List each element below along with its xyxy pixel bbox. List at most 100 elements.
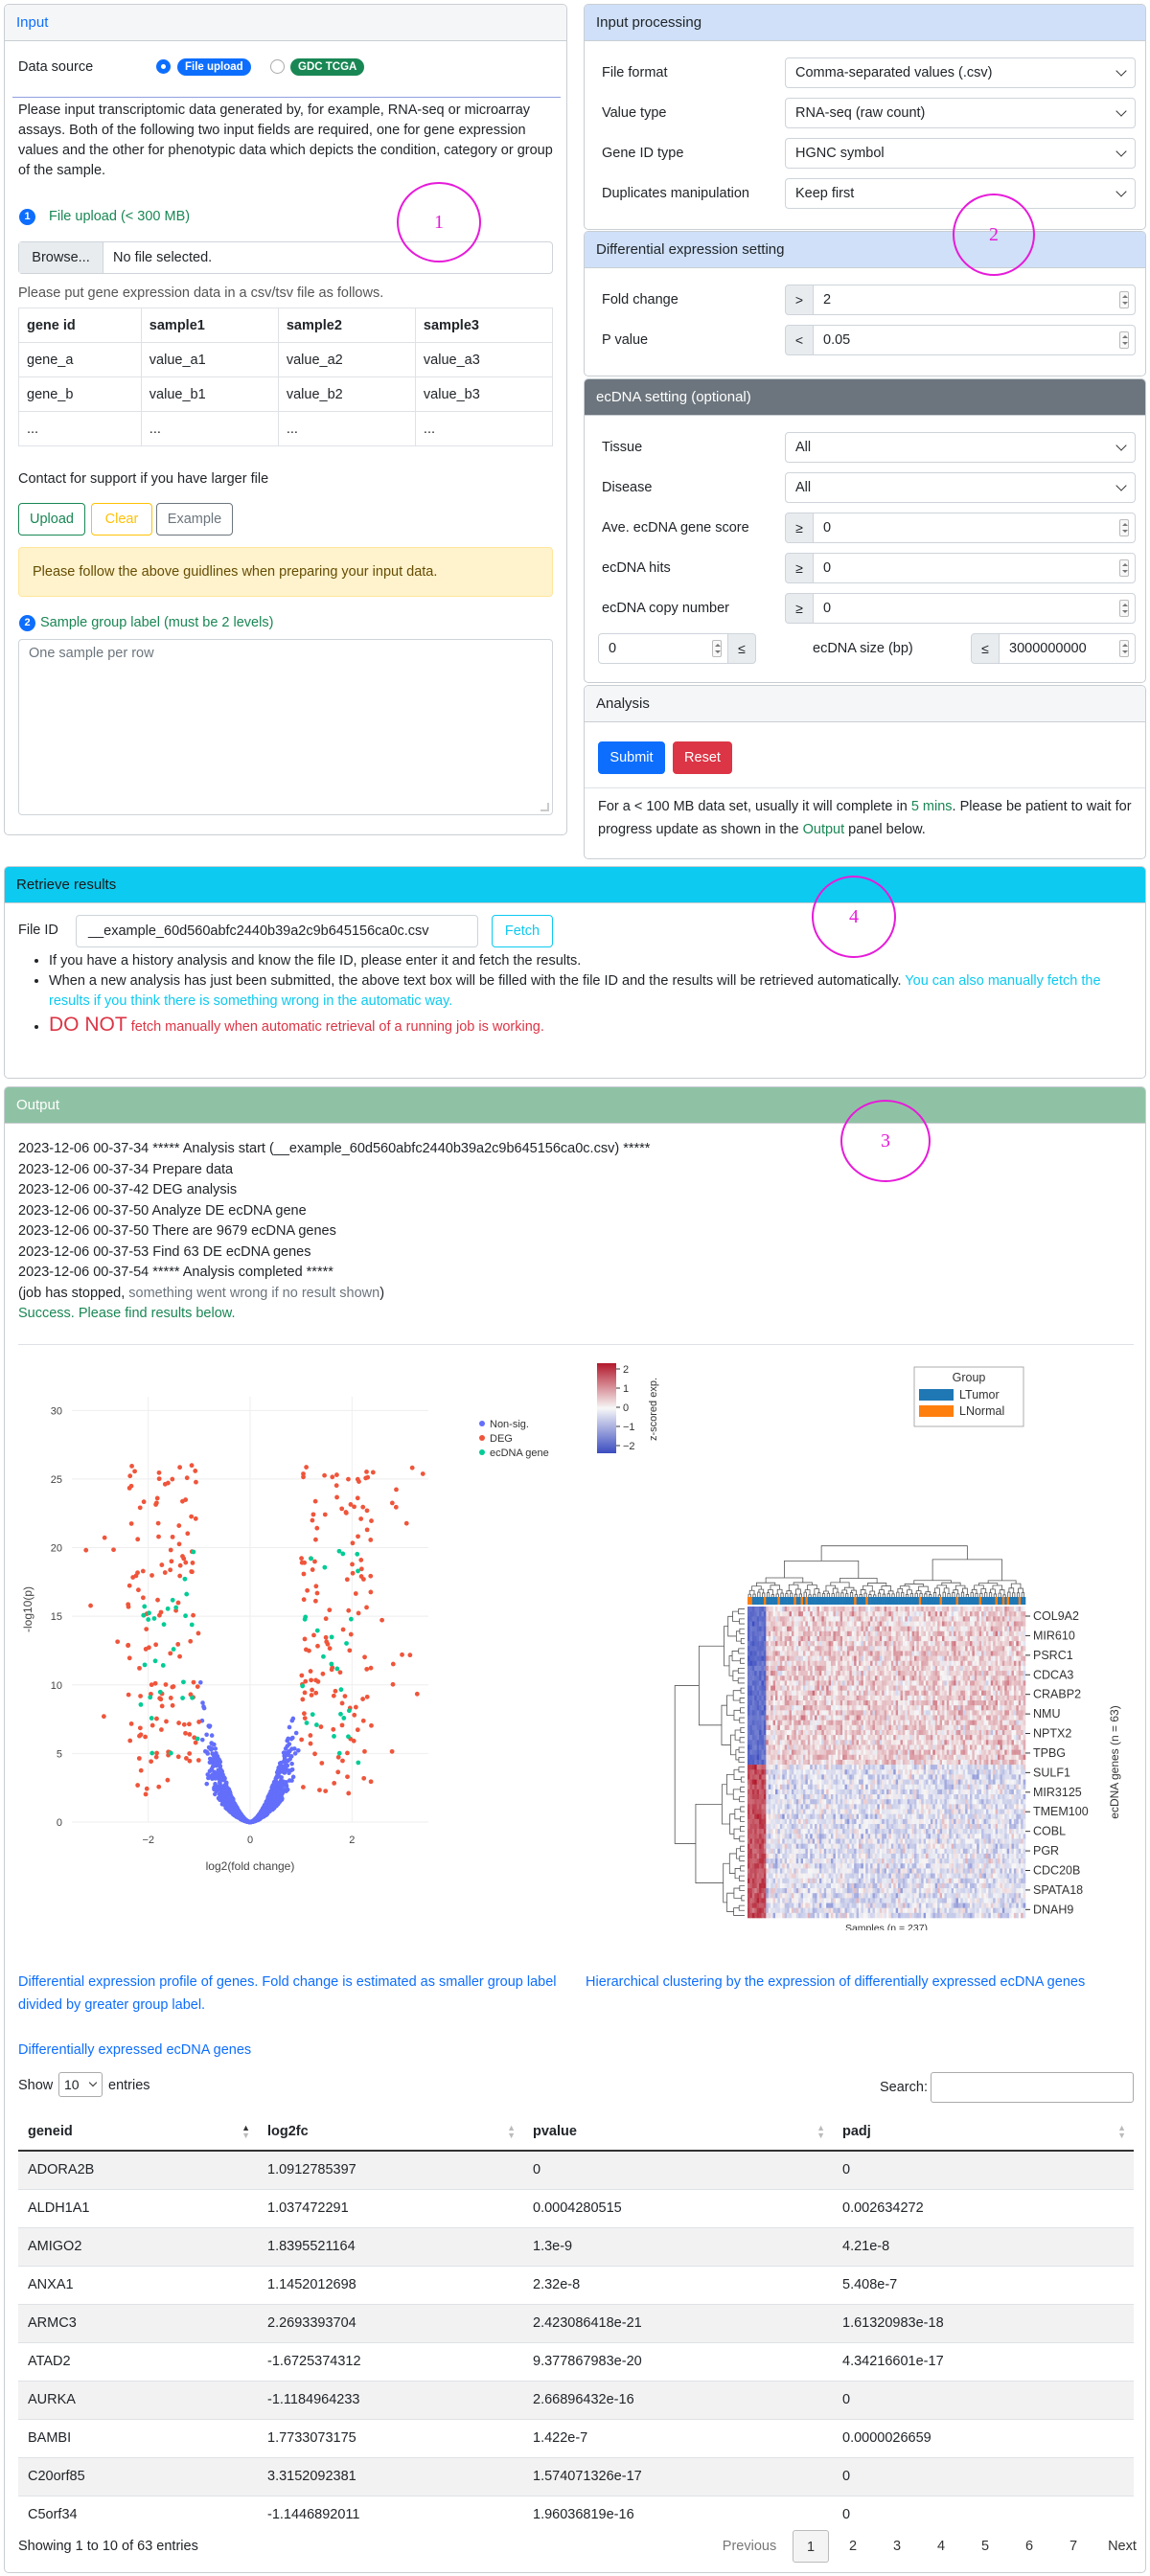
group-label-textarea[interactable]: One sample per row: [18, 639, 553, 815]
badge-file-upload[interactable]: File upload: [177, 58, 251, 76]
disease-select[interactable]: All: [785, 472, 1136, 503]
heatmap-cell: [884, 1626, 887, 1632]
example-button[interactable]: Example: [156, 503, 233, 536]
stepper-icon[interactable]: [1119, 640, 1129, 657]
heatmap-cell: [1023, 1700, 1026, 1706]
heatmap-cell: [888, 1690, 892, 1697]
upload-button[interactable]: Upload: [18, 503, 85, 536]
fetch-button[interactable]: Fetch: [492, 915, 553, 947]
heatmap-cell: [1009, 1635, 1012, 1642]
stepper-icon[interactable]: [712, 640, 722, 657]
disease-label: Disease: [602, 480, 653, 495]
heatmap-cell: [846, 1630, 850, 1637]
radio-file-upload[interactable]: [156, 59, 171, 74]
heatmap-cell: [898, 1646, 901, 1652]
heatmap-cell: [766, 1621, 770, 1627]
size-max-input[interactable]: 3000000000: [999, 633, 1136, 664]
score-input[interactable]: 0: [813, 513, 1136, 543]
heatmap-cell: [861, 1685, 864, 1691]
duplicates-select[interactable]: Keep first: [785, 178, 1136, 209]
resize-handle-icon[interactable]: [540, 803, 549, 811]
heatmap-cell: [981, 1616, 984, 1622]
heatmap-cell: [784, 1626, 788, 1632]
heatmap-cell: [831, 1710, 834, 1716]
heatmap-cell: [815, 1705, 817, 1711]
hits-input[interactable]: 0: [813, 553, 1136, 583]
point: [344, 1641, 349, 1646]
heatmap-cell: [914, 1607, 917, 1612]
value-type-select[interactable]: RNA-seq (raw count): [785, 98, 1136, 128]
heatmap-cell: [954, 1616, 956, 1622]
heatmap-cell: [1000, 1607, 1003, 1612]
heatmap-cell: [872, 1660, 876, 1667]
stepper-icon[interactable]: [1119, 559, 1129, 577]
heatmap-cell: [818, 1690, 822, 1697]
heatmap-cell: [960, 1676, 964, 1681]
heatmap-cell: [798, 1665, 801, 1672]
point: [329, 1661, 334, 1667]
file-id-input[interactable]: __example_60d560abfc2440b39a2c9b645156ca…: [76, 915, 478, 947]
p-value-input[interactable]: 0.05: [813, 325, 1136, 355]
gene-id-select[interactable]: HGNC symbol: [785, 138, 1136, 169]
note-text: panel below.: [844, 822, 926, 837]
heatmap-cell: [775, 1676, 778, 1681]
point: [350, 1570, 356, 1576]
colorbar-tick-label: 2: [623, 1364, 629, 1376]
stepper-icon[interactable]: [1119, 331, 1129, 349]
heatmap-cell: [886, 1715, 889, 1721]
input-value: 2: [823, 292, 832, 308]
copy-number-input[interactable]: 0: [813, 593, 1136, 624]
heatmap-cell: [993, 1705, 996, 1711]
submit-button[interactable]: Submit: [598, 741, 665, 774]
reset-button[interactable]: Reset: [673, 741, 732, 774]
fold-change-input[interactable]: 2: [813, 285, 1136, 315]
radio-gdc-tcga[interactable]: [270, 59, 285, 74]
log-line: 2023-12-06 00-37-54 ***** Analysis compl…: [18, 1265, 334, 1280]
heatmap-cell: [751, 1626, 755, 1632]
heatmap-cell: [909, 1635, 912, 1642]
stepper-icon[interactable]: [1119, 519, 1129, 536]
dendrogram-branch: [943, 1587, 950, 1594]
heatmap-cell: [833, 1655, 837, 1662]
heatmap-cell: [955, 1715, 959, 1721]
heatmap-cell: [856, 1695, 860, 1701]
point: [175, 1642, 181, 1647]
heatmap-cell: [977, 1676, 979, 1681]
heatmap-cell: [951, 1660, 954, 1667]
heatmap-cell: [840, 1671, 843, 1676]
heatmap-cell: [754, 1630, 757, 1637]
point: [273, 1776, 279, 1782]
heatmap-cell: [838, 1646, 840, 1652]
heatmap-cell: [949, 1607, 952, 1612]
heatmap-cell: [759, 1641, 762, 1647]
group-cell: [882, 1597, 885, 1605]
heatmap-cell: [921, 1665, 924, 1672]
heatmap-cell: [974, 1635, 978, 1642]
heatmap-cell: [798, 1655, 801, 1662]
heatmap-cell: [777, 1607, 781, 1612]
file-format-select[interactable]: Comma-separated values (.csv): [785, 57, 1136, 88]
badge-gdc-tcga[interactable]: GDC TCGA: [290, 58, 365, 76]
heatmap-cell: [846, 1651, 850, 1656]
heatmap-cell: [865, 1655, 868, 1662]
heatmap-cell: [831, 1621, 834, 1627]
heatmap-cell: [816, 1700, 820, 1706]
clear-button[interactable]: Clear: [91, 503, 152, 536]
heatmap-cell: [930, 1676, 933, 1681]
stepper-icon[interactable]: [1119, 600, 1129, 617]
point: [340, 1627, 346, 1632]
heatmap-cell: [761, 1626, 765, 1632]
stepper-icon[interactable]: [1119, 291, 1129, 308]
heatmap-cell: [962, 1676, 966, 1681]
heatmap-cell: [886, 1626, 889, 1632]
size-min-input[interactable]: 0: [598, 633, 728, 664]
heatmap-cell: [884, 1700, 887, 1706]
heatmap-cell: [821, 1671, 825, 1676]
copy-number-operator: ≥: [785, 593, 814, 624]
heatmap-cell: [926, 1665, 929, 1672]
heatmap-cell: [777, 1655, 781, 1662]
dendrogram-branch: [727, 1615, 737, 1637]
tissue-select[interactable]: All: [785, 432, 1136, 463]
browse-button[interactable]: Browse...: [19, 242, 104, 273]
file-input[interactable]: Browse... No file selected.: [18, 241, 553, 274]
